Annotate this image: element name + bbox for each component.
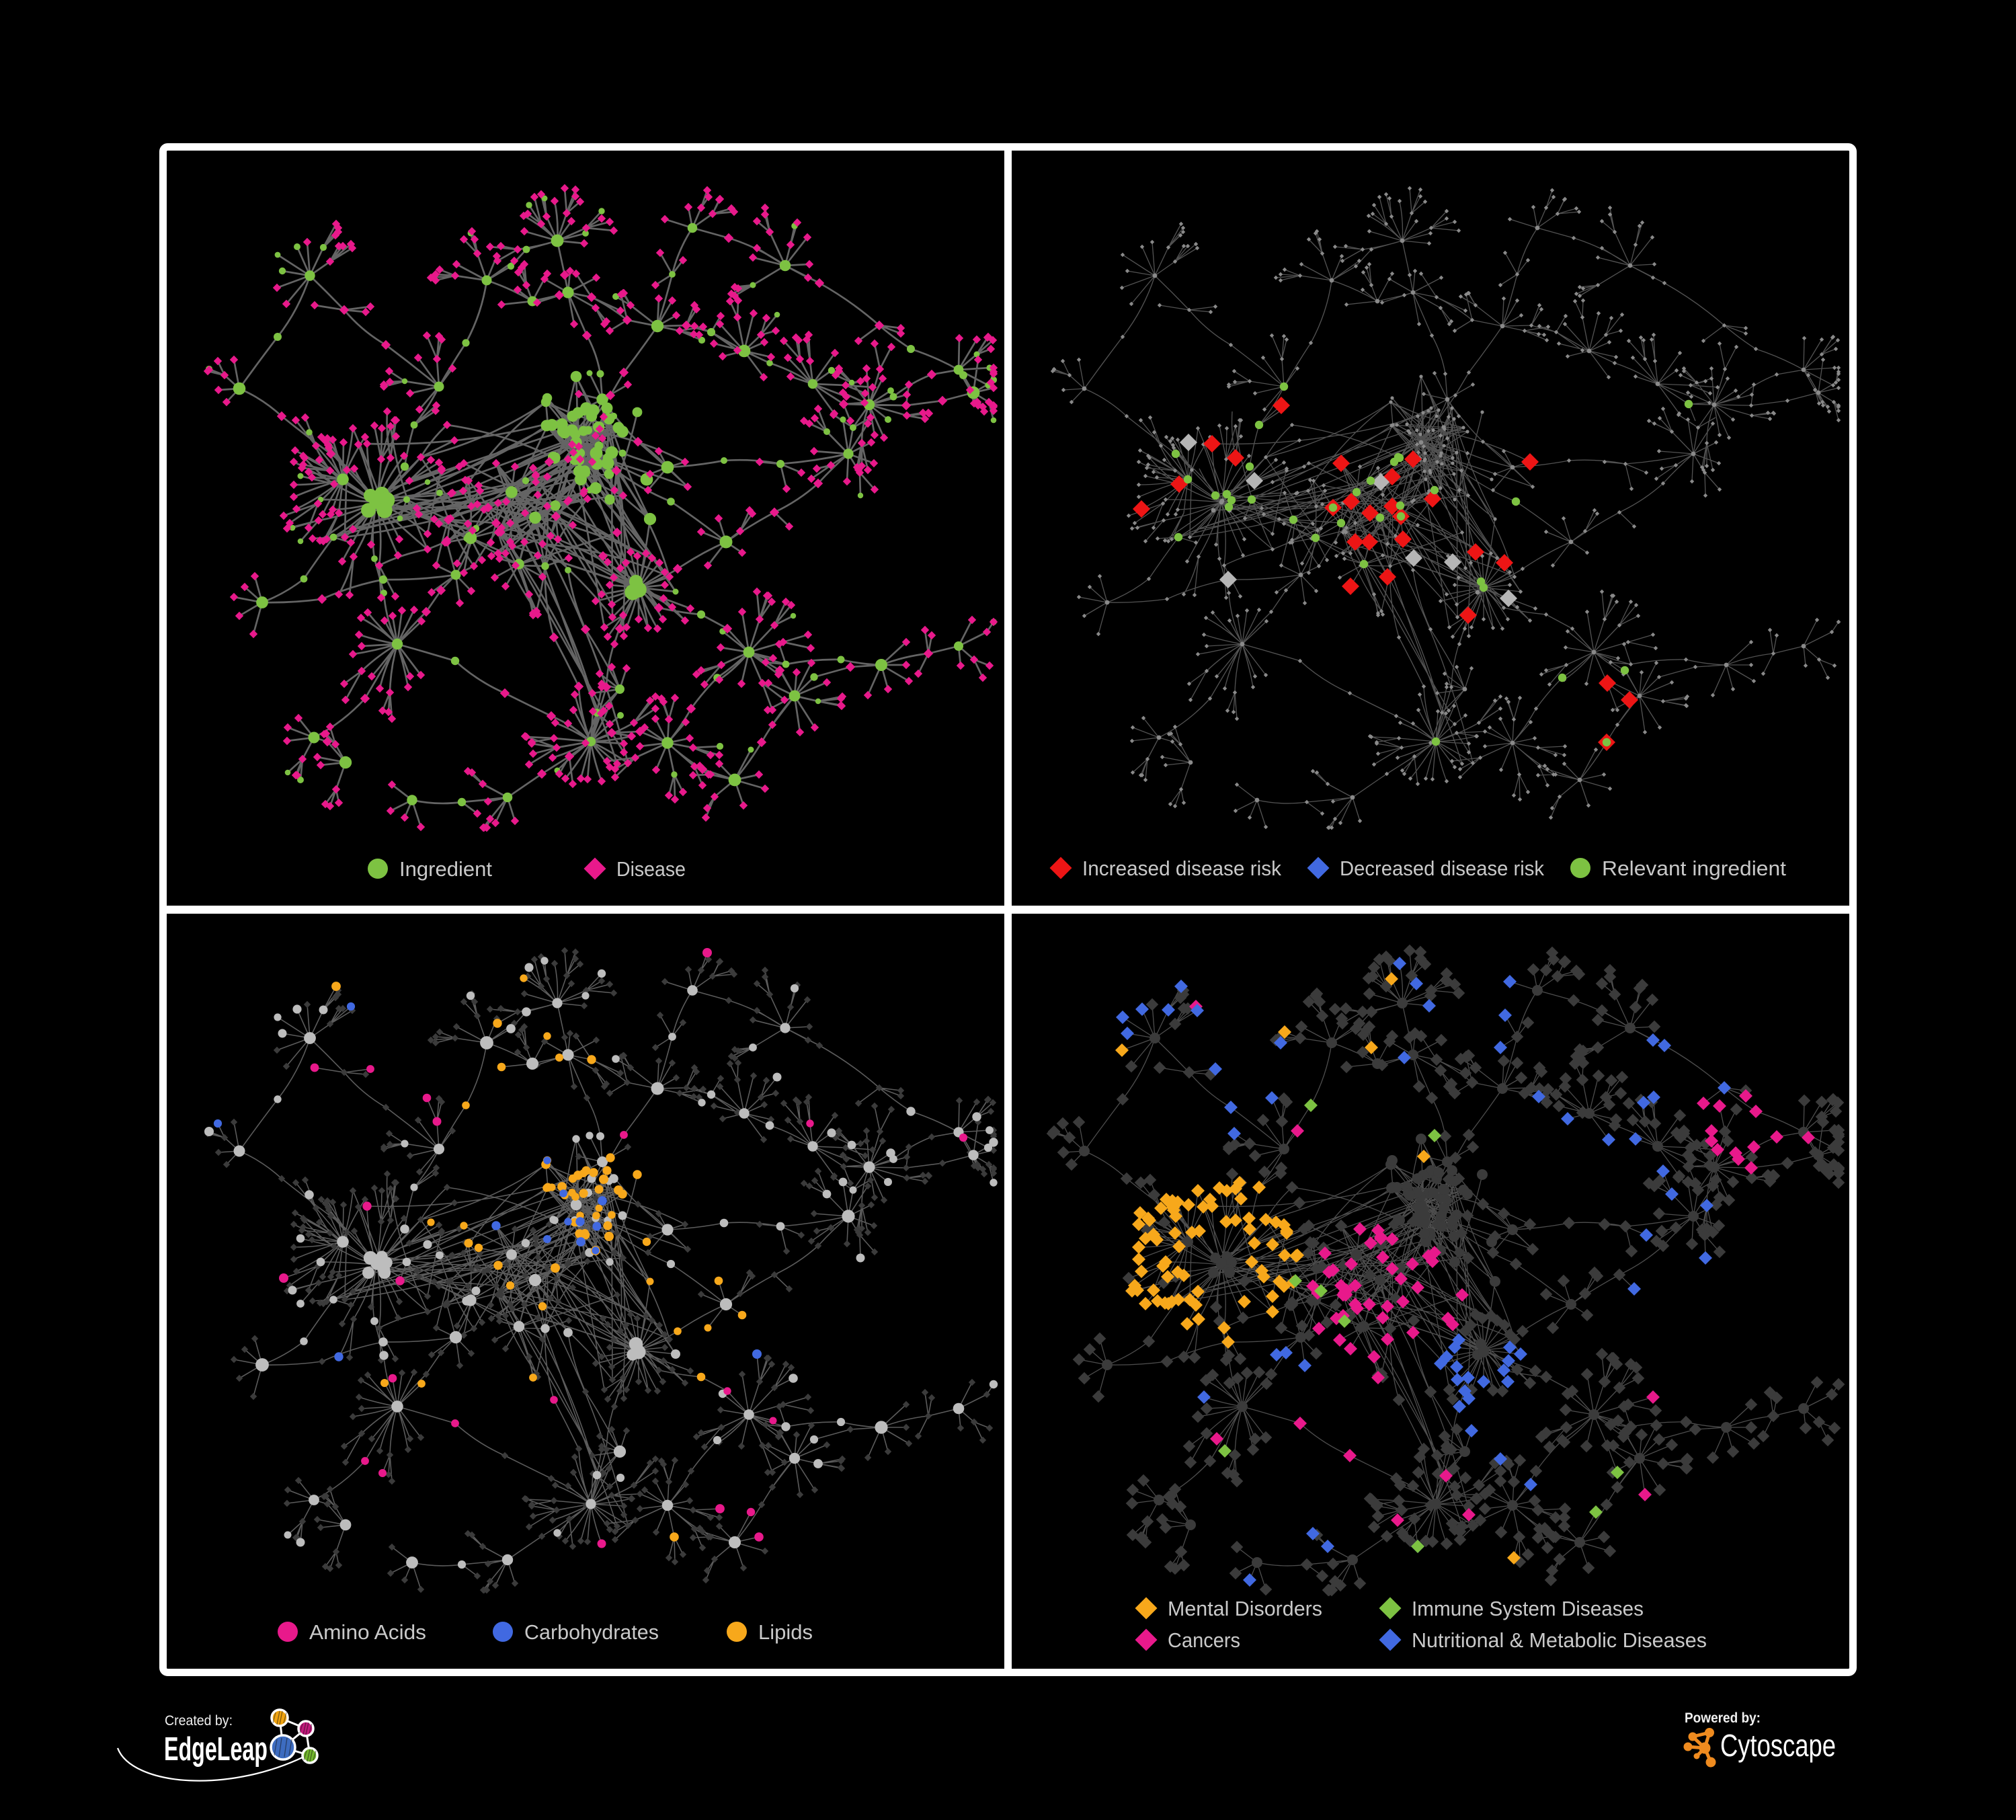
- svg-text:Cancers: Cancers: [1168, 1628, 1240, 1652]
- svg-text:EdgeLeap: EdgeLeap: [164, 1731, 268, 1768]
- svg-text:Immune System Diseases: Immune System Diseases: [1412, 1597, 1644, 1620]
- svg-text:Created by:: Created by:: [165, 1713, 233, 1729]
- svg-text:Nutritional & Metabolic Diseas: Nutritional & Metabolic Diseases: [1412, 1628, 1707, 1652]
- svg-text:Powered by:: Powered by:: [1685, 1710, 1761, 1726]
- svg-text:Ingredient: Ingredient: [399, 857, 492, 881]
- svg-text:Relevant ingredient: Relevant ingredient: [1602, 857, 1786, 880]
- svg-text:Decreased disease risk: Decreased disease risk: [1340, 857, 1544, 880]
- svg-text:Mental Disorders: Mental Disorders: [1168, 1597, 1322, 1620]
- svg-text:Amino Acids: Amino Acids: [309, 1620, 426, 1644]
- svg-text:Disease: Disease: [616, 857, 686, 881]
- svg-text:Increased disease risk: Increased disease risk: [1082, 857, 1281, 880]
- svg-text:Lipids: Lipids: [758, 1620, 813, 1644]
- svg-text:Cytoscape: Cytoscape: [1720, 1728, 1836, 1763]
- svg-text:Carbohydrates: Carbohydrates: [524, 1620, 659, 1644]
